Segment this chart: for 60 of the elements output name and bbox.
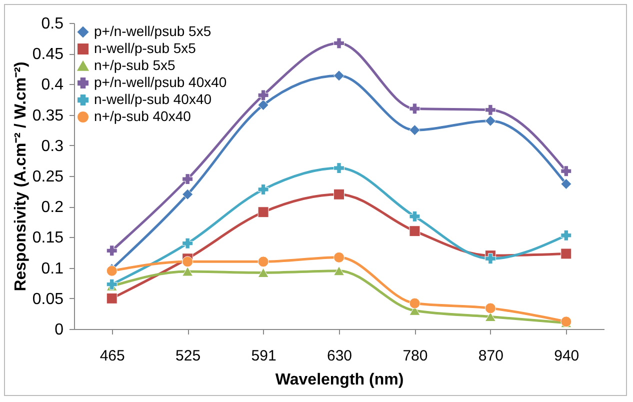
y-axis-title: Responsivity (A.cm⁻² / W.cm⁻²) bbox=[12, 62, 30, 292]
point bbox=[560, 230, 572, 241]
x-tick-label: 465 bbox=[100, 348, 125, 364]
y-tick-label: 0.1 bbox=[41, 260, 64, 278]
x-tick-label: 591 bbox=[251, 348, 276, 364]
point bbox=[182, 174, 194, 185]
y-tick-label: 0.15 bbox=[32, 230, 64, 247]
point bbox=[182, 266, 194, 276]
point bbox=[182, 256, 194, 268]
y-tick-label: 0.5 bbox=[41, 16, 64, 32]
point bbox=[334, 266, 344, 276]
point bbox=[106, 245, 118, 256]
point bbox=[258, 100, 269, 110]
point bbox=[258, 184, 269, 195]
x-tick-label: 870 bbox=[478, 348, 504, 364]
point bbox=[182, 188, 194, 200]
legend-label: n-well/p-sub 5x5 bbox=[94, 40, 196, 56]
y-tick-label: 0.2 bbox=[41, 199, 64, 216]
point bbox=[258, 268, 269, 278]
y-tick-label: 0.4 bbox=[41, 76, 64, 94]
x-tick-label: 780 bbox=[402, 348, 428, 364]
point bbox=[560, 166, 572, 177]
x-tick-label: 525 bbox=[176, 348, 201, 364]
point bbox=[106, 292, 118, 304]
x-tick-label: 940 bbox=[554, 348, 580, 364]
legend-label: p+/n-well/psub 5x5 bbox=[94, 23, 212, 39]
point bbox=[409, 103, 420, 114]
point bbox=[409, 226, 420, 237]
point bbox=[182, 238, 194, 249]
point bbox=[106, 278, 118, 290]
legend-label: n-well/p-sub 40x40 bbox=[94, 91, 212, 107]
point bbox=[258, 206, 269, 218]
y-tick-label: 0.45 bbox=[32, 46, 64, 64]
point bbox=[334, 188, 344, 200]
legend-label: n+/p-sub 40x40 bbox=[94, 108, 192, 124]
point bbox=[484, 302, 496, 314]
point bbox=[334, 162, 344, 174]
y-tick-label: 0.05 bbox=[32, 290, 64, 308]
point bbox=[258, 256, 269, 268]
y-tick-label: 0 bbox=[54, 322, 64, 338]
y-tick-label: 0.35 bbox=[32, 107, 64, 124]
point bbox=[560, 178, 572, 190]
point bbox=[484, 115, 496, 126]
point bbox=[484, 253, 496, 264]
point bbox=[484, 104, 496, 116]
y-tick-label: 0.3 bbox=[41, 138, 64, 155]
x-axis-title: Wavelength (nm) bbox=[275, 372, 404, 388]
point bbox=[334, 70, 344, 82]
legend-label: p+/n-well/psub 40x40 bbox=[94, 74, 227, 90]
y-tick-label: 0.25 bbox=[32, 168, 64, 186]
point bbox=[409, 298, 420, 309]
point bbox=[560, 248, 572, 260]
point bbox=[334, 38, 344, 49]
point bbox=[484, 312, 496, 322]
point bbox=[334, 252, 344, 263]
point bbox=[409, 124, 420, 136]
legend-label: n+/p-sub 5x5 bbox=[94, 57, 176, 73]
point bbox=[258, 90, 269, 101]
point bbox=[409, 210, 420, 222]
x-tick-label: 630 bbox=[326, 348, 352, 364]
